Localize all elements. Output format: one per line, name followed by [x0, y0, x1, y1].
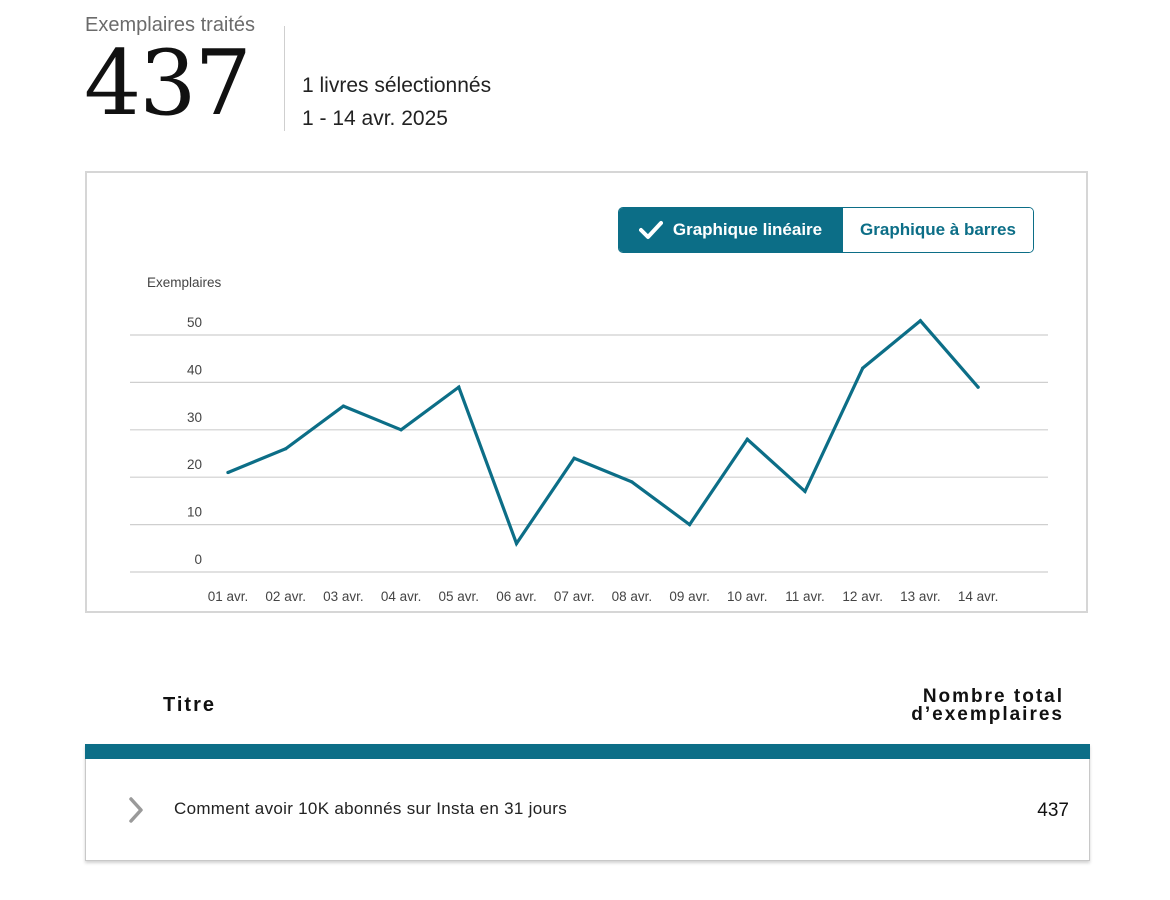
row-book-title: Comment avoir 10K abonnés sur Insta en 3… [174, 799, 568, 818]
table-header-bar [84, 744, 1090, 759]
data-point [514, 541, 519, 546]
data-point [745, 437, 749, 441]
y-tick-label: 20 [187, 457, 202, 472]
data-point [226, 470, 230, 475]
x-tick-label: 01 avr. [208, 589, 249, 604]
data-point [457, 385, 461, 389]
x-tick-label: 09 avr. [669, 589, 710, 604]
data-point [861, 366, 865, 370]
data-point [803, 489, 807, 494]
data-point [918, 319, 923, 323]
books-selected-text: 1 livres sélectionnés [302, 74, 492, 97]
bar-chart-button-label: Graphique à barres [860, 220, 1016, 239]
data-point [630, 480, 634, 484]
y-tick-label: 30 [187, 410, 202, 425]
chart-type-toggle: Graphique linéaire Graphique à barres [618, 207, 1034, 253]
column-header-total[interactable]: Nombre total d’exemplaires [911, 686, 1064, 725]
date-range-text: 1 - 14 avr. 2025 [302, 107, 448, 130]
line-chart: Exemplaires 0 10 20 30 40 50 01 avr. 02 avr. 03 a… [130, 275, 1048, 604]
data-point [976, 385, 980, 389]
x-tick-label: 08 avr. [612, 589, 653, 604]
data-point [284, 447, 288, 451]
bar-chart-button[interactable]: Graphique à barres [842, 208, 1033, 252]
x-tick-label: 11 avr. [785, 589, 825, 604]
y-tick-label: 40 [187, 362, 202, 377]
chart-panel: Exemplaires 0 10 20 30 40 50 01 avr. 02 avr. 03 a… [85, 171, 1088, 613]
x-tick-label: 03 avr. [323, 589, 364, 604]
x-tick-label: 02 avr. [265, 589, 306, 604]
line-chart-button-label: Graphique linéaire [672, 220, 823, 239]
summary-label: Exemplaires traités [85, 14, 256, 36]
chevron-right-icon[interactable] [126, 796, 146, 824]
x-tick-label: 13 avr. [900, 589, 941, 604]
x-tick-label: 07 avr. [554, 589, 595, 604]
data-point [399, 428, 403, 432]
summary-divider [284, 26, 285, 131]
x-tick-label: 04 avr. [381, 589, 422, 604]
titles-table: Comment avoir 10K abonnés sur Insta en 3… [84, 744, 1090, 861]
y-tick-label: 0 [194, 552, 202, 567]
y-tick-label: 50 [187, 315, 202, 330]
data-point [341, 404, 345, 408]
y-tick-label: 10 [187, 505, 202, 520]
summary-total-value: 437 [84, 31, 252, 136]
row-total-copies: 437 [1037, 800, 1069, 821]
x-tick-label: 05 avr. [439, 589, 480, 604]
check-icon [638, 221, 663, 239]
table-row[interactable]: Comment avoir 10K abonnés sur Insta en 3… [86, 759, 1089, 860]
x-tick-label: 14 avr. [958, 589, 999, 604]
x-tick-label: 10 avr. [727, 589, 768, 604]
data-point [572, 456, 576, 460]
y-axis-label: Exemplaires [147, 275, 222, 290]
series-line [226, 318, 980, 548]
x-tick-label: 06 avr. [496, 589, 537, 604]
line-chart-button[interactable]: Graphique linéaire [619, 208, 842, 252]
x-tick-label: 12 avr. [842, 589, 883, 604]
data-point [688, 523, 692, 527]
column-header-title[interactable]: Titre [163, 694, 216, 716]
